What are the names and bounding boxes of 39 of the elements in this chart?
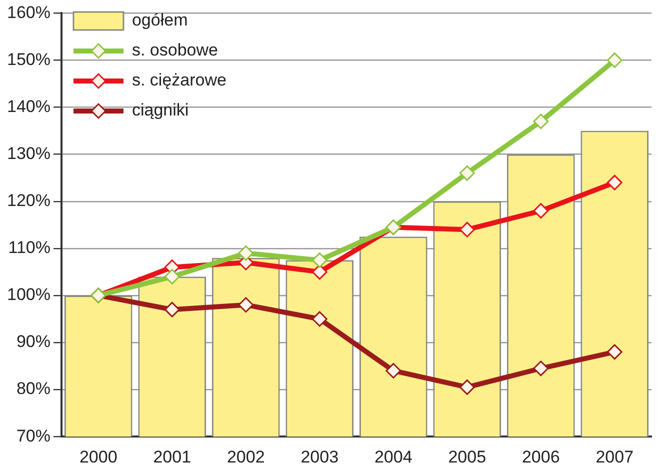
x-tick-label: 2007: [596, 447, 634, 466]
y-tick-label: 120%: [6, 191, 50, 210]
point: [533, 203, 549, 219]
y-tick-label: 70%: [16, 426, 50, 446]
point: [459, 165, 475, 181]
x-tick-label: 2000: [79, 447, 118, 466]
y-tick-label: 90%: [16, 332, 50, 352]
y-tick-label: 140%: [6, 96, 50, 116]
y-tick-label: 160%: [6, 2, 50, 22]
point: [312, 311, 328, 327]
legend-label: s. osobowe: [132, 40, 218, 60]
x-tick-label: 2004: [374, 447, 412, 466]
point: [312, 264, 328, 280]
point: [164, 268, 180, 284]
y-tick-label: 150%: [6, 50, 50, 69]
x-tick-label: 2003: [300, 447, 339, 466]
point: [459, 222, 475, 238]
y-tick-label: 80%: [16, 379, 50, 398]
x-tick-label: 2002: [226, 447, 265, 466]
point: [459, 379, 475, 395]
y-tick-label: 130%: [6, 144, 50, 164]
legend-label: ogółem: [132, 10, 188, 30]
point: [606, 344, 622, 360]
point: [533, 114, 549, 130]
point: [238, 245, 254, 261]
x-tick-label: 2005: [448, 447, 486, 466]
point: [606, 52, 622, 68]
point: [606, 174, 622, 190]
legend-label: s. ciężarowe: [132, 70, 226, 90]
point: [238, 297, 254, 313]
x-tick-label: 2006: [522, 447, 560, 466]
point: [164, 302, 180, 318]
point: [386, 362, 402, 378]
y-tick-label: 100%: [6, 285, 50, 304]
x-tick-label: 2001: [153, 447, 192, 466]
point: [533, 360, 549, 376]
y-tick-label: 110%: [8, 238, 50, 258]
point: [312, 252, 328, 268]
legend-label: ciągniki: [132, 100, 189, 120]
